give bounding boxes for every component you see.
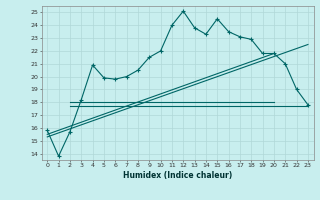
X-axis label: Humidex (Indice chaleur): Humidex (Indice chaleur): [123, 171, 232, 180]
